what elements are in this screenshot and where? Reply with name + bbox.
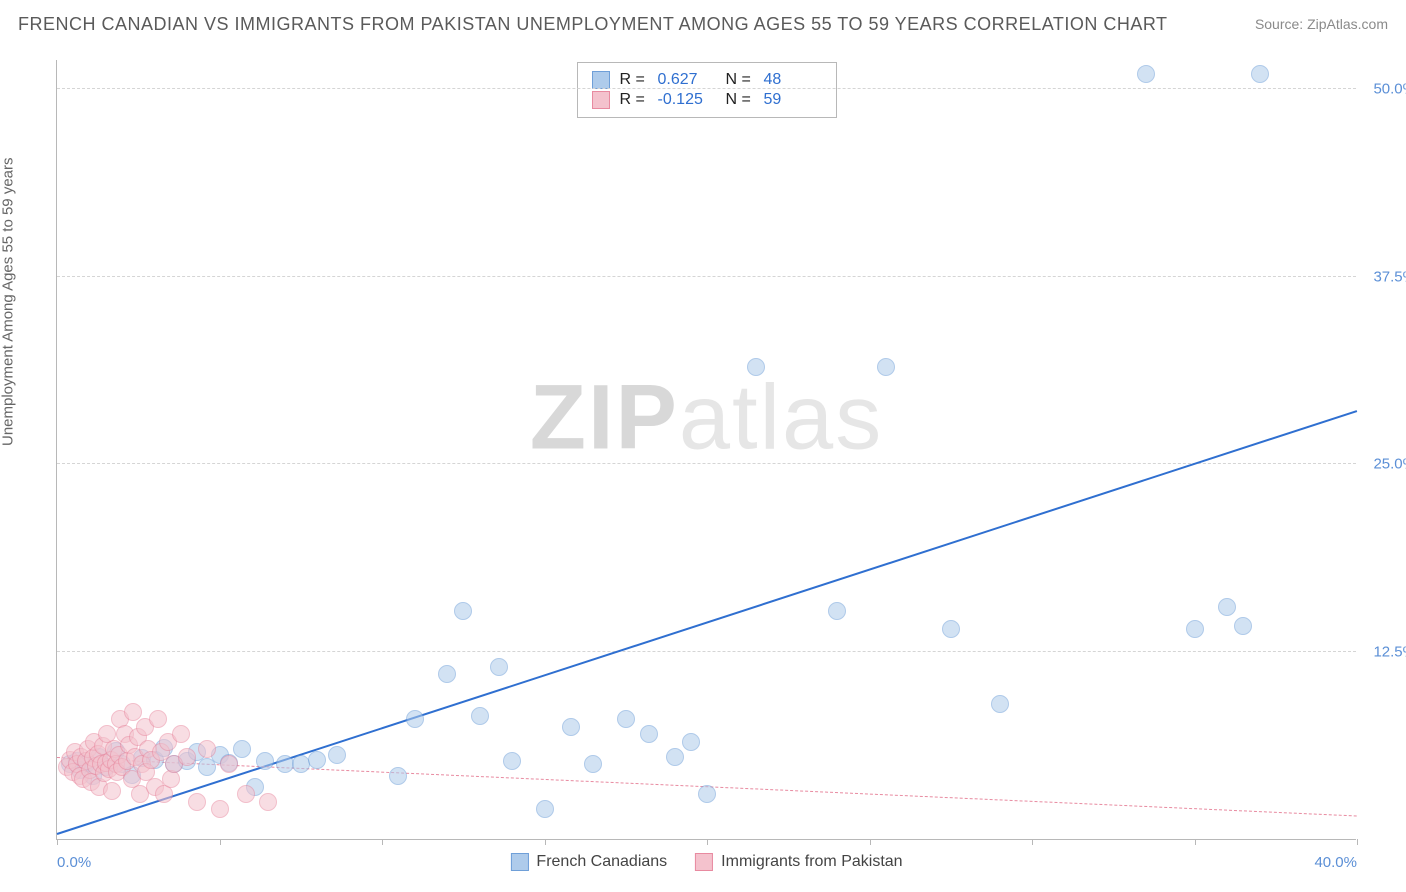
y-tick-label: 50.0% xyxy=(1361,81,1406,98)
n-label: N = xyxy=(726,71,754,89)
n-value: 48 xyxy=(764,71,822,89)
x-tick xyxy=(1032,839,1033,845)
data-point xyxy=(211,800,229,818)
data-point xyxy=(103,782,121,800)
data-point xyxy=(438,665,456,683)
data-point xyxy=(490,658,508,676)
x-tick xyxy=(1357,839,1358,845)
data-point xyxy=(328,746,346,764)
x-tick xyxy=(57,839,58,845)
legend-row: R = 0.627 N = 48 xyxy=(592,71,822,89)
data-point xyxy=(389,767,407,785)
legend-swatch xyxy=(510,853,528,871)
data-point xyxy=(1234,617,1252,635)
x-tick xyxy=(220,839,221,845)
legend-label: French Canadians xyxy=(536,853,667,871)
y-axis-label: Unemployment Among Ages 55 to 59 years xyxy=(0,157,17,446)
data-point xyxy=(503,752,521,770)
data-point xyxy=(471,707,489,725)
grid-line xyxy=(57,463,1356,464)
data-point xyxy=(172,725,190,743)
data-point xyxy=(198,740,216,758)
legend-item: Immigrants from Pakistan xyxy=(695,853,902,871)
data-point xyxy=(256,752,274,770)
scatter-plot: ZIPatlas R = 0.627 N = 48 R = -0.125 N =… xyxy=(56,60,1356,840)
data-point xyxy=(1186,620,1204,638)
series-legend: French Canadians Immigrants from Pakista… xyxy=(510,853,902,871)
x-tick xyxy=(870,839,871,845)
data-point xyxy=(666,748,684,766)
r-label: R = xyxy=(620,91,648,109)
data-point xyxy=(877,358,895,376)
data-point xyxy=(233,740,251,758)
data-point xyxy=(406,710,424,728)
r-value: 0.627 xyxy=(658,71,716,89)
data-point xyxy=(1137,65,1155,83)
data-point xyxy=(682,733,700,751)
n-value: 59 xyxy=(764,91,822,109)
x-tick xyxy=(707,839,708,845)
data-point xyxy=(454,602,472,620)
regression-line xyxy=(57,410,1358,835)
watermark: ZIPatlas xyxy=(530,366,883,471)
grid-line xyxy=(57,276,1356,277)
grid-line xyxy=(57,651,1356,652)
data-point xyxy=(237,785,255,803)
r-value: -0.125 xyxy=(658,91,716,109)
x-tick xyxy=(1195,839,1196,845)
data-point xyxy=(1218,598,1236,616)
r-label: R = xyxy=(620,71,648,89)
legend-swatch xyxy=(592,91,610,109)
data-point xyxy=(640,725,658,743)
data-point xyxy=(1251,65,1269,83)
data-point xyxy=(617,710,635,728)
data-point xyxy=(308,751,326,769)
data-point xyxy=(584,755,602,773)
watermark-bold: ZIP xyxy=(530,367,679,469)
y-tick-label: 12.5% xyxy=(1361,643,1406,660)
data-point xyxy=(991,695,1009,713)
data-point xyxy=(562,718,580,736)
data-point xyxy=(178,748,196,766)
header: FRENCH CANADIAN VS IMMIGRANTS FROM PAKIS… xyxy=(0,0,1406,48)
data-point xyxy=(259,793,277,811)
y-tick-label: 37.5% xyxy=(1361,268,1406,285)
x-tick-label: 40.0% xyxy=(1314,854,1357,871)
legend-swatch xyxy=(592,71,610,89)
x-tick-label: 0.0% xyxy=(57,854,91,871)
data-point xyxy=(188,793,206,811)
chart-title: FRENCH CANADIAN VS IMMIGRANTS FROM PAKIS… xyxy=(18,14,1255,35)
legend-label: Immigrants from Pakistan xyxy=(721,853,902,871)
n-label: N = xyxy=(726,91,754,109)
watermark-light: atlas xyxy=(679,367,883,469)
correlation-legend: R = 0.627 N = 48 R = -0.125 N = 59 xyxy=(577,62,837,118)
legend-item: French Canadians xyxy=(510,853,667,871)
source-attribution: Source: ZipAtlas.com xyxy=(1255,16,1388,32)
legend-row: R = -0.125 N = 59 xyxy=(592,91,822,109)
x-tick xyxy=(545,839,546,845)
legend-swatch xyxy=(695,853,713,871)
grid-line xyxy=(57,88,1356,89)
data-point xyxy=(149,710,167,728)
data-point xyxy=(220,755,238,773)
y-tick-label: 25.0% xyxy=(1361,456,1406,473)
x-tick xyxy=(382,839,383,845)
data-point xyxy=(536,800,554,818)
data-point xyxy=(828,602,846,620)
data-point xyxy=(942,620,960,638)
data-point xyxy=(747,358,765,376)
data-point xyxy=(698,785,716,803)
